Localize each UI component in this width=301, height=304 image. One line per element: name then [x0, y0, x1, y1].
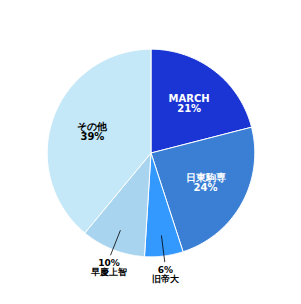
- svg-text:その他39%: その他39%: [77, 121, 108, 142]
- svg-text:10%早慶上智: 10%早慶上智: [90, 258, 127, 277]
- svg-text:MARCH21%: MARCH21%: [169, 93, 210, 114]
- svg-text:6%旧帝大: 6%旧帝大: [152, 265, 180, 284]
- svg-text:日東駒専24%: 日東駒専24%: [186, 172, 226, 193]
